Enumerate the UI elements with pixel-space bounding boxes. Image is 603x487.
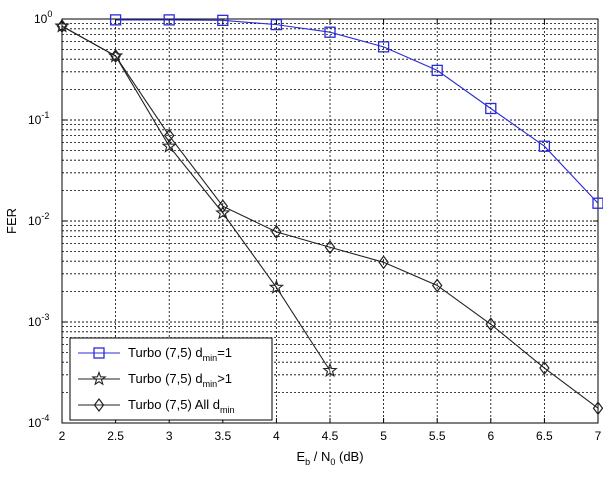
data-point-square (485, 102, 497, 115)
x-tick-label: 6 (487, 429, 494, 443)
x-tick-label: 6.5 (536, 429, 553, 443)
x-tick-label: 2.5 (107, 429, 124, 443)
data-point-square (431, 64, 443, 77)
data-point-square (93, 347, 105, 359)
data-point-diamond (378, 255, 389, 270)
x-axis-label-mid-sub: 0 (330, 457, 335, 467)
y-tick-label: 10-4 (28, 413, 49, 430)
series-line (61, 25, 599, 409)
series-line (115, 19, 599, 204)
series-0 (109, 14, 603, 209)
data-point-square (377, 41, 390, 53)
data-point-star (268, 279, 285, 294)
data-point-star (322, 362, 338, 378)
x-tick-label: 4.5 (322, 429, 339, 443)
y-tick-label: 100 (34, 9, 52, 26)
data-point-star (91, 370, 107, 386)
data-point-diamond (93, 398, 105, 412)
x-axis-label-mid: / N (310, 449, 330, 464)
data-point-square (270, 18, 283, 31)
x-axis-label-tail: (dB) (335, 449, 363, 464)
legend-entry-0: Turbo (7,5) dmin=1 (78, 345, 232, 363)
y-axis-label: FER (4, 208, 19, 234)
legend: Turbo (7,5) dmin=1 Turbo (7,5) dmin>1 Turb… (69, 337, 273, 421)
series-group (54, 14, 603, 416)
x-tick-label: 5 (380, 429, 387, 443)
legend-label: Turbo (7,5) dmin=1 (128, 345, 232, 363)
series-2 (56, 19, 603, 416)
data-point-diamond (592, 401, 603, 416)
legend-entry-2: Turbo (7,5) All dmin (78, 397, 235, 415)
x-tick-label: 3.5 (214, 429, 231, 443)
legend-entry-1: Turbo (7,5) dmin>1 (78, 370, 232, 389)
data-point-diamond (324, 240, 336, 255)
data-point-square (324, 26, 336, 38)
data-point-square (217, 14, 229, 26)
data-point-square (538, 140, 551, 152)
data-point-star (161, 138, 177, 153)
y-tick-label: 10-2 (28, 211, 49, 228)
data-point-square (109, 14, 122, 26)
data-point-diamond (485, 317, 497, 332)
data-point-diamond (163, 128, 175, 143)
x-axis-label-base-sub: b (305, 457, 310, 467)
x-tick-label: 2 (59, 429, 66, 443)
x-tick-label: 3 (166, 429, 173, 443)
data-point-diamond (431, 278, 443, 293)
data-point-star (215, 204, 231, 220)
data-point-diamond (56, 19, 68, 34)
x-tick-label: 5.5 (429, 429, 446, 443)
x-axis-label: Eb / N0 (dB) (296, 449, 363, 467)
legend-label: Turbo (7,5) All dmin (128, 397, 235, 415)
y-tick-label: 10-3 (28, 312, 49, 329)
data-point-diamond (110, 49, 121, 64)
data-point-diamond (217, 199, 229, 214)
x-axis-label-base: E (296, 449, 305, 464)
data-point-star (54, 18, 70, 33)
legend-label: Turbo (7,5) dmin>1 (128, 371, 232, 389)
data-point-diamond (271, 224, 282, 239)
axis-ticks: 2 2.5 3 3.5 4 4.5 5 5.5 6 6.5 7 100 10-1 10-2 10-3 10-4 (28, 9, 602, 443)
data-point-square (592, 197, 603, 209)
data-point-diamond (539, 361, 550, 376)
y-tick-label: 10-1 (28, 110, 49, 127)
x-tick-label: 7 (595, 429, 602, 443)
data-point-square (163, 14, 175, 26)
x-tick-label: 4 (273, 429, 280, 443)
